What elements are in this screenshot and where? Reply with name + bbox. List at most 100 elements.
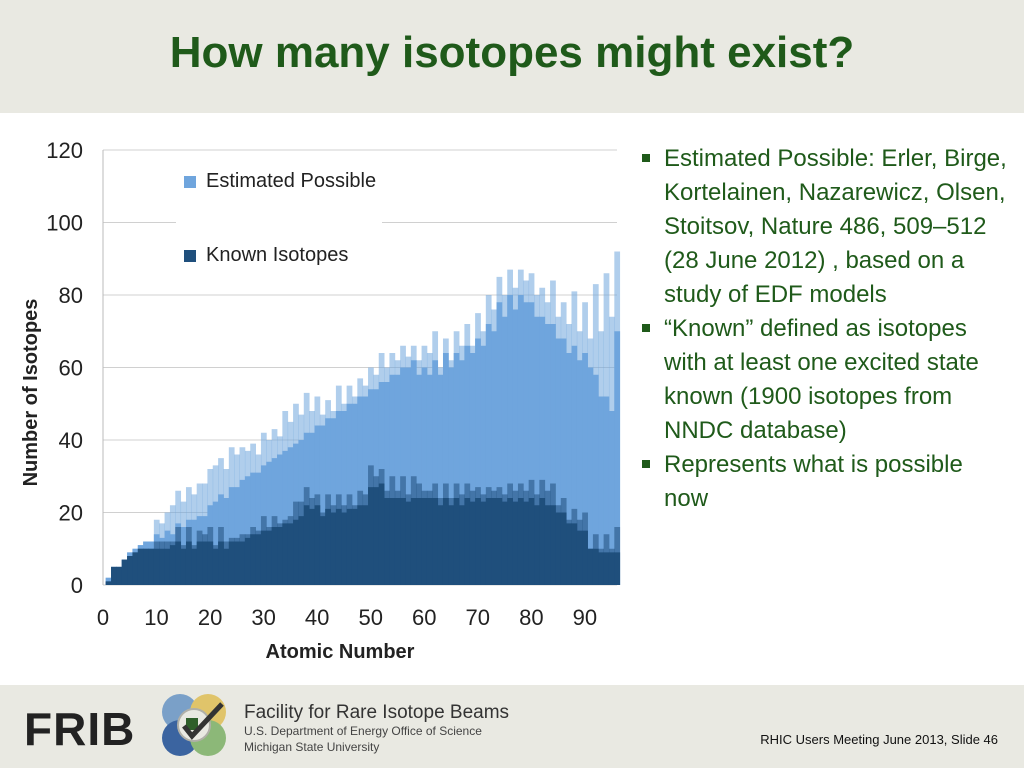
bar-known <box>394 498 401 585</box>
bullet-text: Represents what is possible now <box>664 451 963 512</box>
bullet-list: Estimated Possible: Erler, Birge, Kortel… <box>640 142 1010 516</box>
bar-estimated <box>571 345 578 585</box>
bar-known <box>496 498 503 585</box>
bar-estimated <box>362 396 369 585</box>
bar-known <box>346 508 353 585</box>
bar-estimated <box>459 360 465 585</box>
y-axis-title: Number of Isotopes <box>20 299 42 487</box>
chart-svg: 0 20 40 60 80 100 120 0 10 20 30 40 50 60 70 80 90 Atomic… <box>20 138 621 663</box>
bar-known <box>116 566 123 585</box>
bar-known <box>218 541 224 585</box>
bar-known <box>309 508 315 585</box>
bar-estimated <box>330 418 337 585</box>
bar-known <box>592 548 599 585</box>
bar-known <box>571 523 578 585</box>
bar-estimated <box>416 374 422 585</box>
bar-known <box>603 552 610 585</box>
x-tick-label: 20 <box>198 605 222 630</box>
bar-known <box>298 516 305 585</box>
x-tick-label: 60 <box>412 605 436 630</box>
bar-known <box>196 541 203 585</box>
frib-logo: FRIB <box>24 703 136 755</box>
square-bullet-icon <box>642 324 650 332</box>
square-bullet-icon <box>642 460 650 468</box>
bar-known <box>132 552 139 585</box>
y-tick-label: 40 <box>59 428 83 453</box>
footer-note: RHIC Users Meeting June 2013, Slide 46 <box>760 732 998 747</box>
bar-estimated <box>608 411 615 585</box>
bar-known <box>153 548 160 585</box>
bar-known <box>544 505 551 585</box>
bar-estimated <box>491 331 497 585</box>
bar-estimated <box>539 316 546 585</box>
bar-known <box>137 548 144 585</box>
bar-known <box>421 498 428 585</box>
bar-known <box>378 483 385 585</box>
org-name: Facility for Rare Isotope Beams <box>244 702 510 723</box>
bar-known <box>148 548 155 585</box>
bar-estimated <box>244 476 251 585</box>
bar-known <box>576 530 583 585</box>
bar-estimated <box>212 501 219 585</box>
bar-known <box>357 505 364 585</box>
bar-known <box>271 527 278 585</box>
x-tick-label: 40 <box>305 605 329 630</box>
bar-estimated <box>405 367 412 585</box>
bar-estimated <box>351 403 358 585</box>
slide-title: How many isotopes might exist? <box>169 28 855 77</box>
bar-known <box>244 537 251 585</box>
bar-known <box>432 498 439 585</box>
bar-known <box>105 581 112 585</box>
bar-known <box>303 505 310 585</box>
bar-known <box>277 527 283 585</box>
org-line-2: Michigan State University <box>244 740 380 754</box>
bar-estimated <box>534 316 540 585</box>
bar-estimated <box>523 302 530 585</box>
bar-known <box>373 487 380 585</box>
footer-band <box>0 685 1024 768</box>
bar-known <box>159 548 165 585</box>
bar-known <box>501 501 508 585</box>
bar-known <box>260 530 267 585</box>
bar-known <box>453 498 460 585</box>
bar-estimated <box>277 454 283 585</box>
bar-known <box>341 512 348 585</box>
square-bullet-icon <box>642 154 650 162</box>
bar-estimated <box>426 374 433 585</box>
bar-estimated <box>437 374 444 585</box>
frib-emblem-icon <box>162 694 226 756</box>
bar-known <box>555 512 562 585</box>
bar-known <box>442 498 449 585</box>
x-tick-label: 0 <box>97 605 109 630</box>
bar-known <box>325 508 331 585</box>
bar-estimated <box>469 353 476 585</box>
x-tick-label: 10 <box>144 605 168 630</box>
x-tick-label: 30 <box>251 605 275 630</box>
y-tick-label: 100 <box>46 211 83 236</box>
legend-item-estimated: Estimated Possible <box>184 170 376 193</box>
bar-known <box>517 498 524 585</box>
x-tick-label: 80 <box>519 605 543 630</box>
x-axis-title: Atomic Number <box>266 641 415 663</box>
bar-estimated <box>239 479 246 585</box>
bar-estimated <box>603 396 610 585</box>
bar-known <box>207 541 214 585</box>
bar-known <box>550 505 556 585</box>
bar-estimated <box>582 353 588 585</box>
bar-estimated <box>560 338 567 585</box>
bar-known <box>410 498 417 585</box>
bar-known <box>255 534 262 585</box>
bar-known <box>287 523 294 585</box>
bar-estimated <box>410 360 417 585</box>
y-tick-label: 0 <box>71 573 83 598</box>
bar-known <box>169 545 176 585</box>
legend-swatch-estimated <box>184 175 196 188</box>
bar-known <box>180 548 187 585</box>
bar-known <box>335 508 342 585</box>
legend-item-known: Known Isotopes <box>184 244 348 267</box>
bar-known <box>464 498 471 585</box>
y-tick-label: 20 <box>59 501 83 526</box>
bar-known <box>250 534 256 585</box>
bar-known <box>121 559 128 585</box>
bar-estimated <box>394 374 401 585</box>
